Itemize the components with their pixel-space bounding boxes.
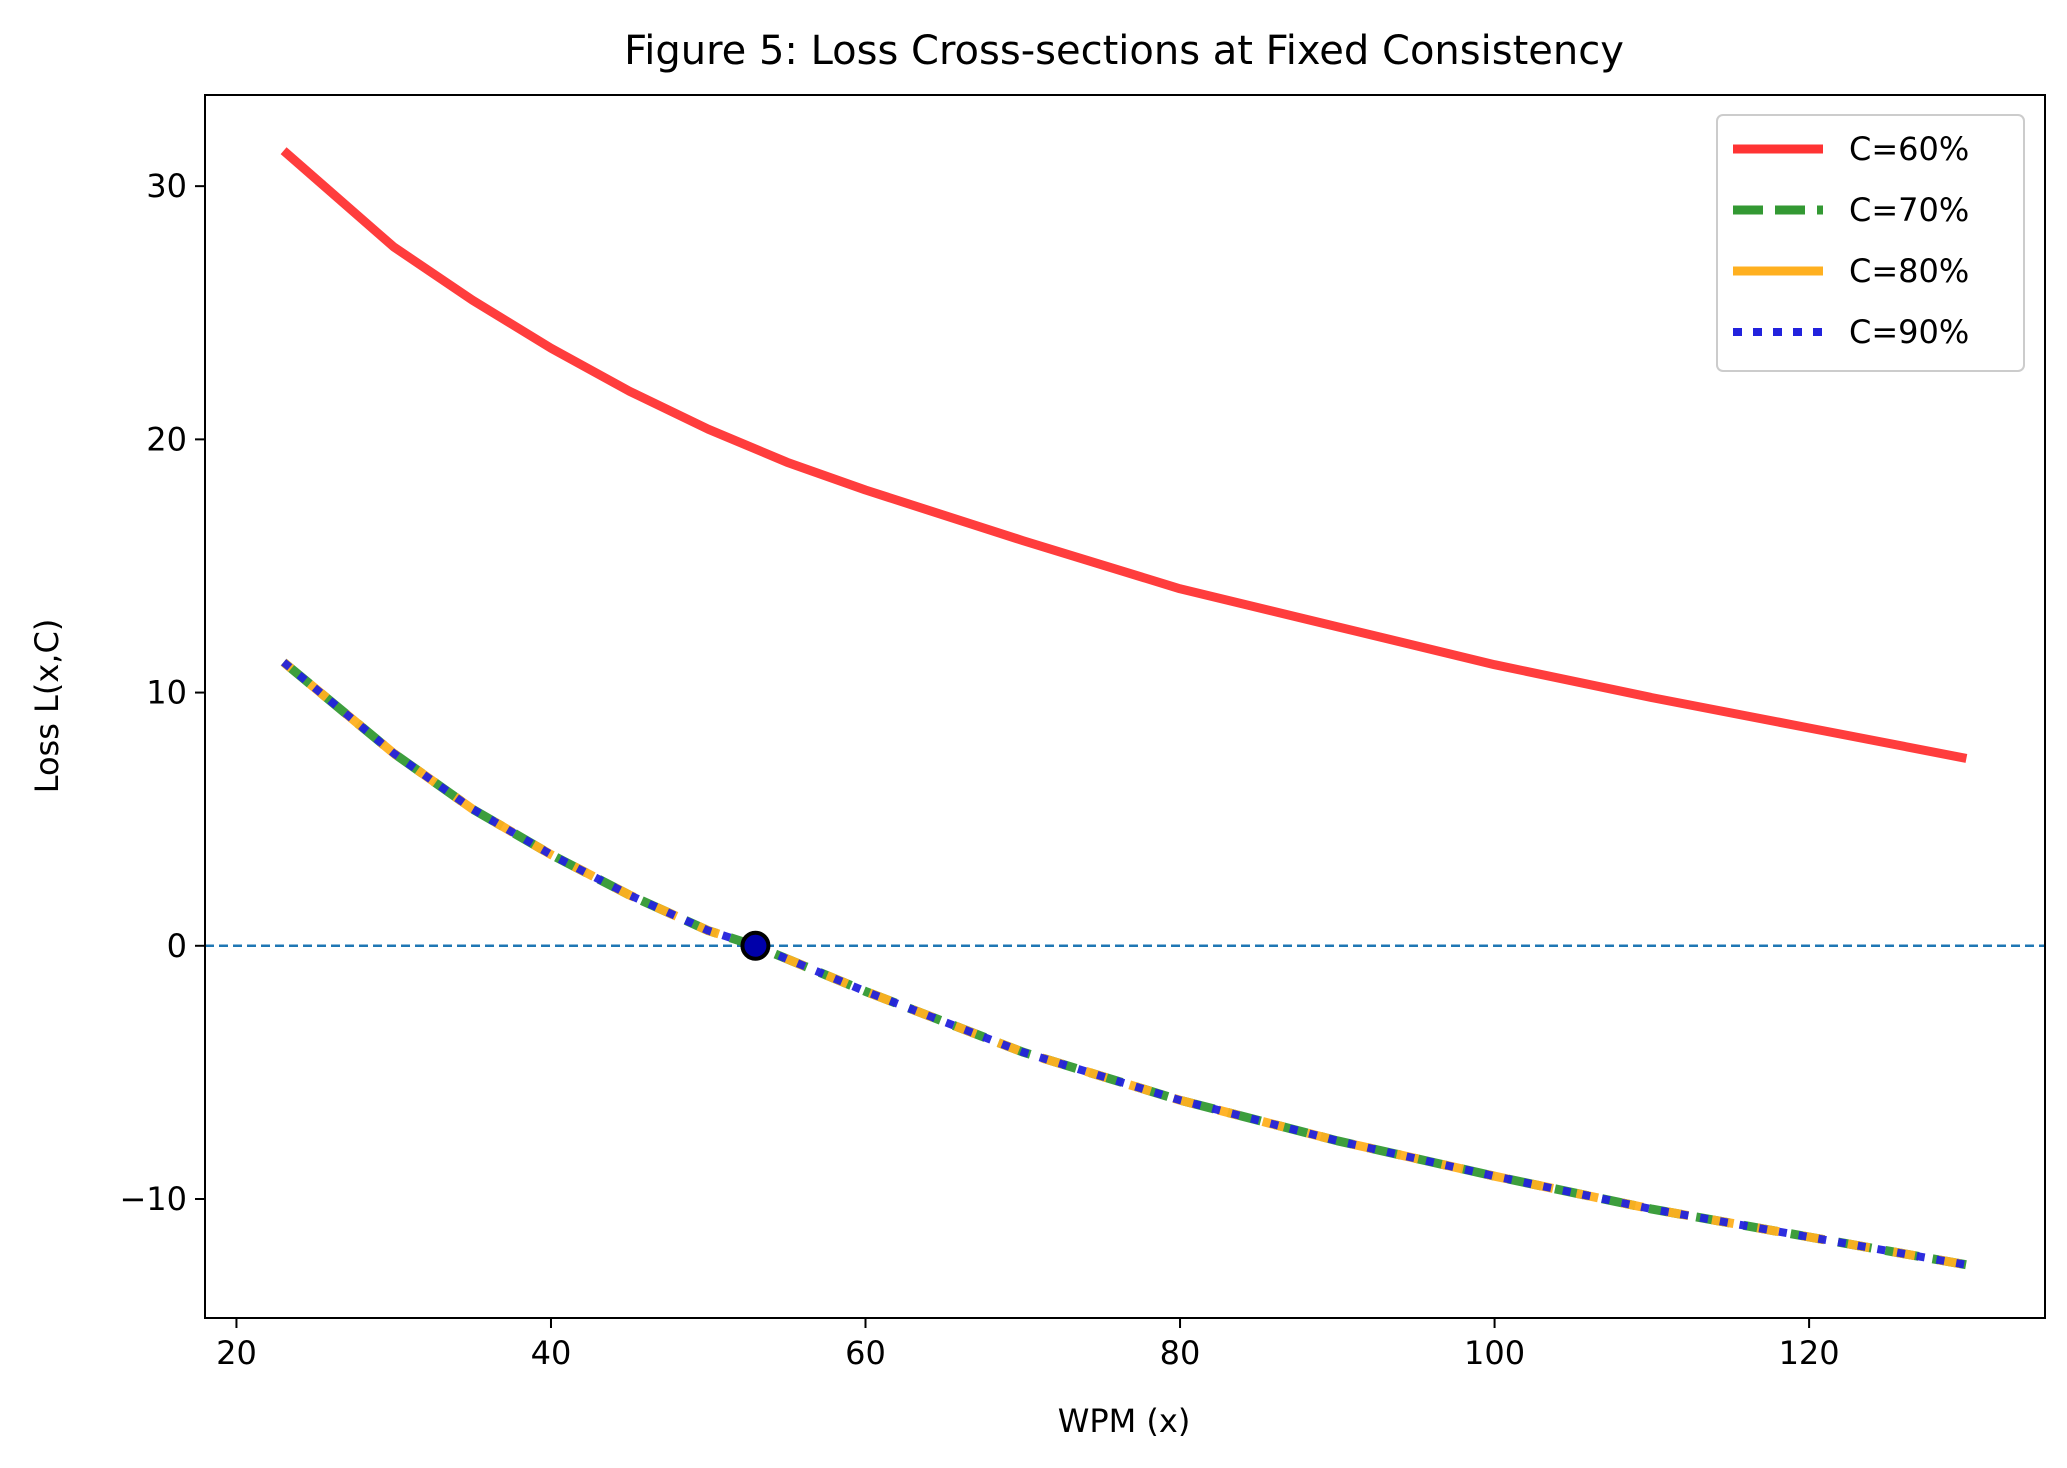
y-axis-label: Loss L(x,C) (28, 619, 66, 794)
y-tick-label: 0 (167, 927, 187, 965)
y-tick-label: 10 (146, 674, 187, 712)
y-tick-label: 20 (146, 420, 187, 458)
axes: 20 40 60 80 100 120 −10 0 10 20 30 (119, 167, 1839, 1372)
series-line-60 (280, 147, 1968, 763)
legend-label: C=90% (1849, 313, 1969, 351)
series-line-70 (280, 658, 1968, 1270)
chart-title: Figure 5: Loss Cross-sections at Fixed C… (624, 28, 1624, 74)
x-tick-label: 80 (1160, 1334, 1201, 1372)
x-axis-label: WPM (x) (1058, 1402, 1191, 1440)
x-tick-label: 120 (1779, 1334, 1840, 1372)
x-tick-label: 40 (531, 1334, 572, 1372)
legend-label: C=60% (1849, 130, 1969, 168)
x-tick-label: 100 (1464, 1334, 1525, 1372)
plot-area (205, 147, 2045, 1270)
legend-box (1716, 114, 2025, 372)
intersection-marker (740, 930, 771, 961)
x-tick-label: 60 (845, 1334, 886, 1372)
plot-frame (204, 94, 2046, 1319)
series-line-80 (280, 658, 1968, 1270)
series-line-90 (281, 659, 1968, 1269)
legend-label: C=70% (1849, 191, 1969, 229)
x-tick-label: 20 (216, 1334, 257, 1372)
legend-label: C=80% (1849, 252, 1969, 290)
y-tick-label: 30 (146, 167, 187, 205)
y-tick-label: −10 (119, 1180, 187, 1218)
legend: C=60% C=70% C=80% C=90% (1716, 114, 2025, 372)
